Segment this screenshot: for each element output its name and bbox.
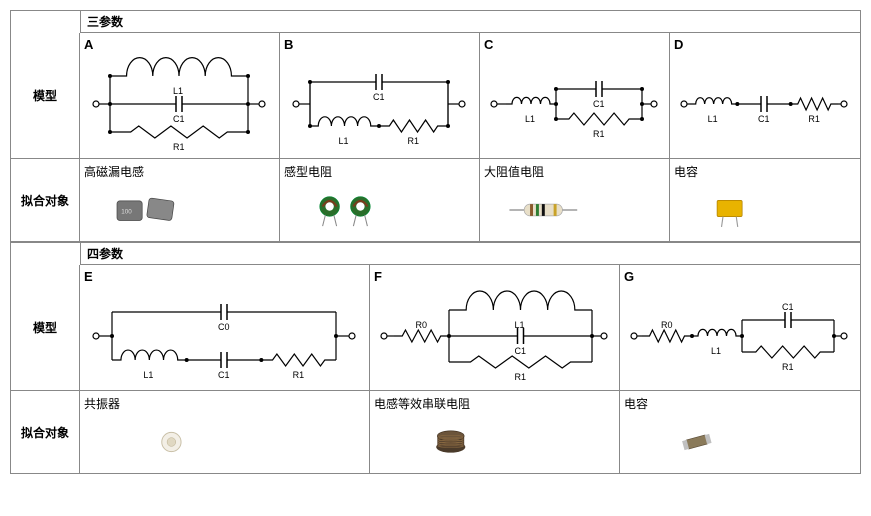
svg-text:C0: C0 [218,322,230,332]
svg-text:C1: C1 [515,346,527,356]
model-cell-C: C L1 C1 R1 [480,33,670,158]
circuit-diagram-F: R0L1C1R1 [374,286,615,386]
svg-text:R1: R1 [593,129,605,139]
circuit-diagram-G: R0 L1 C1 R1 [624,286,856,386]
section1-fit-label: 拟合对象 [11,159,80,241]
fit-cell-F: 电感等效串联电阻 [370,391,620,473]
svg-text:L1: L1 [711,346,721,356]
model-letter: G [624,269,856,284]
svg-text:R1: R1 [408,136,420,146]
svg-text:R1: R1 [782,362,794,372]
fit-cell-B: 感型电阻 [280,159,480,241]
model-letter: D [674,37,856,52]
fit-cell-C: 大阻值电阻 [480,159,670,241]
model-cell-G: G R0 L1 C1 R1 [620,265,860,390]
svg-text:100: 100 [121,208,132,215]
circuit-diagram-B: C1 L1 R1 [284,54,475,154]
svg-text:L1: L1 [173,86,183,96]
fit-caption: 电容 [624,395,856,412]
fit-caption: 共振器 [84,395,365,412]
section1-header-row: 三参数 [11,11,860,33]
model-letter: E [84,269,365,284]
section2-model-label: 模型 [11,265,80,390]
fit-cell-A: 高磁漏电感 100 [80,159,280,241]
section2-label-spacer [11,243,81,265]
svg-text:R0: R0 [661,320,673,330]
component-photo-smd-drum-inductor [374,414,615,469]
model-letter: A [84,37,275,52]
svg-text:R0: R0 [416,320,428,330]
svg-text:R1: R1 [293,370,305,380]
component-photo-axial-resistor [484,182,665,237]
svg-text:L1: L1 [708,114,718,124]
section2-header-row: 四参数 [11,242,860,265]
component-photo-toroid-pair [284,182,475,237]
component-photo-smd-cap [624,414,856,469]
section1-model-label: 模型 [11,33,80,158]
fit-cell-E: 共振器 [80,391,370,473]
fit-cell-D: 电容 [670,159,860,241]
component-photo-shielded-inductor-pair: 100 [84,182,275,237]
circuit-diagram-A: L1 C1 R1 [84,54,275,154]
fit-caption: 高磁漏电感 [84,163,275,180]
fit-caption: 感型电阻 [284,163,475,180]
fit-caption: 电容 [674,163,856,180]
svg-text:L1: L1 [143,370,153,380]
component-photo-piezo-disc [84,414,365,469]
svg-text:C1: C1 [782,302,794,312]
circuit-diagram-D: L1 C1 R1 [674,54,856,154]
component-photo-film-cap [674,182,856,237]
circuit-diagram-C: L1 C1 R1 [484,54,665,154]
fit-caption: 电感等效串联电阻 [374,395,615,412]
svg-text:R1: R1 [515,372,527,382]
fit-caption: 大阻值电阻 [484,163,665,180]
section1-title: 三参数 [81,11,860,33]
svg-text:C1: C1 [373,92,385,102]
section1-label-spacer [11,11,81,33]
svg-text:R1: R1 [808,114,820,124]
section2-title: 四参数 [81,243,860,265]
svg-text:C1: C1 [593,99,605,109]
fit-cell-G: 电容 [620,391,860,473]
section1-fit-row: 拟合对象 高磁漏电感 100 感型电阻大阻值电阻电容 [11,159,860,242]
svg-text:R1: R1 [173,142,185,152]
circuit-model-table: 三参数 模型 A L1 C1 R1 B C1 L1 R1 C L1 C1 R1 D L1 C1 R1 拟合对象… [10,10,861,474]
model-cell-F: FR0L1C1R1 [370,265,620,390]
svg-text:L1: L1 [339,136,349,146]
model-letter: F [374,269,615,284]
model-letter: C [484,37,665,52]
svg-text:C1: C1 [173,114,185,124]
section2-model-row: 模型 EC0L1C1R1FR0L1C1R1GR0L1C1R1 [11,265,860,391]
section1-model-row: 模型 A L1 C1 R1 B C1 L1 R1 C L1 C1 R1 D L1 C1 R1 [11,33,860,159]
model-cell-D: D L1 C1 R1 [670,33,860,158]
model-cell-B: B C1 L1 R1 [280,33,480,158]
model-letter: B [284,37,475,52]
model-cell-E: E C0 L1 C1 R1 [80,265,370,390]
svg-text:C1: C1 [218,370,230,380]
model-cell-A: A L1 C1 R1 [80,33,280,158]
svg-text:C1: C1 [758,114,770,124]
circuit-diagram-E: C0 L1 C1 R1 [84,286,365,386]
section2-fit-row: 拟合对象 共振器电感等效串联电阻电容 [11,391,860,473]
svg-text:L1: L1 [525,114,535,124]
section2-fit-label: 拟合对象 [11,391,80,473]
